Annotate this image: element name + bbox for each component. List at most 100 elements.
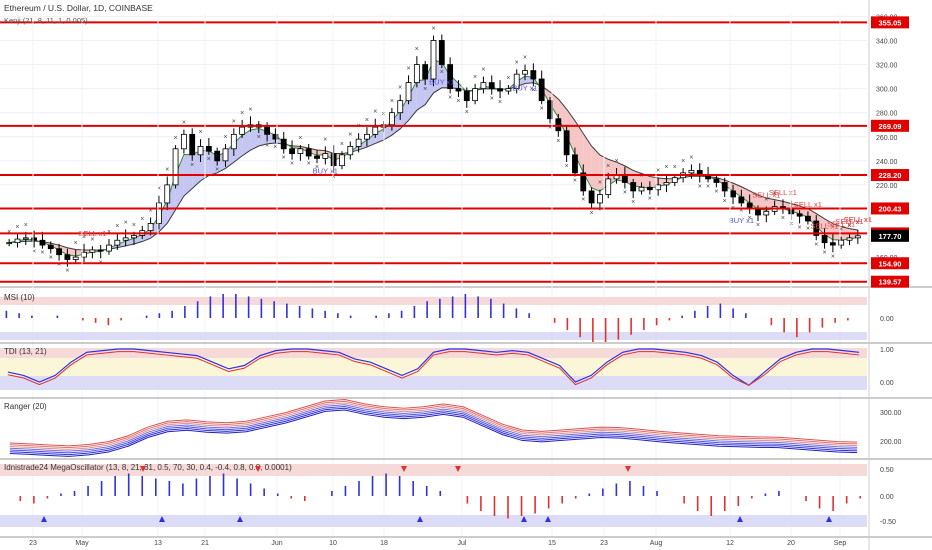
candle-body bbox=[364, 133, 370, 140]
signal-marker: × bbox=[423, 86, 427, 93]
y-tick-label: 280.00 bbox=[876, 111, 898, 118]
candle-body bbox=[497, 88, 503, 92]
signal-marker: × bbox=[273, 144, 277, 151]
tdi-signal-line bbox=[7, 351, 860, 386]
signal-marker: × bbox=[648, 196, 652, 203]
signal-marker: × bbox=[556, 138, 560, 145]
signal-marker: × bbox=[565, 163, 569, 170]
signal-marker: × bbox=[606, 163, 610, 170]
cloud-segment bbox=[824, 218, 833, 240]
candle-body bbox=[463, 90, 470, 102]
candle-body bbox=[688, 170, 695, 174]
candle-body bbox=[447, 64, 454, 90]
candle-body bbox=[663, 182, 670, 186]
indicator-band bbox=[0, 297, 867, 305]
cloud-segment bbox=[816, 213, 825, 235]
signal-marker: × bbox=[615, 158, 619, 165]
trough-marker bbox=[545, 516, 551, 522]
cloud-segment bbox=[167, 174, 176, 224]
candle-body bbox=[214, 150, 221, 162]
x-tick-label: 23 bbox=[600, 540, 608, 547]
trough-marker bbox=[417, 516, 423, 522]
candle-body bbox=[372, 126, 379, 135]
level-badge bbox=[871, 257, 909, 270]
indicator-title: Ranger (20) bbox=[4, 402, 47, 411]
signal-marker: × bbox=[65, 268, 69, 275]
y-tick-label: 220.00 bbox=[876, 183, 898, 190]
candle-body bbox=[671, 177, 678, 183]
cloud-segment bbox=[391, 110, 401, 136]
indicator-title: TDI (13, 21) bbox=[4, 347, 47, 356]
signal-marker: × bbox=[756, 222, 760, 229]
candle-body bbox=[222, 148, 229, 162]
candle-body bbox=[122, 237, 129, 241]
signal-marker: × bbox=[806, 226, 810, 233]
trough-marker bbox=[41, 516, 47, 522]
candle-body bbox=[72, 256, 79, 260]
x-tick-label: 23 bbox=[29, 540, 37, 547]
x-tick-label: May bbox=[75, 540, 89, 547]
trough-marker bbox=[237, 516, 243, 522]
candle-body bbox=[14, 238, 21, 244]
level-label: 200.43 bbox=[879, 204, 902, 213]
signal-marker: × bbox=[124, 219, 128, 226]
signal-marker: × bbox=[814, 241, 818, 248]
x-tick-label: 15 bbox=[548, 540, 556, 547]
candle-body bbox=[438, 40, 445, 65]
signal-marker: × bbox=[431, 26, 435, 33]
candle-body bbox=[330, 153, 337, 167]
signal-marker: × bbox=[839, 227, 843, 234]
signal-marker: × bbox=[631, 199, 635, 206]
y-tick-label: 0.00 bbox=[880, 316, 894, 323]
candle-body bbox=[289, 148, 295, 155]
signal-marker: × bbox=[415, 46, 419, 53]
candle-body bbox=[763, 210, 770, 216]
signal-marker: × bbox=[798, 224, 802, 231]
signal-marker: × bbox=[82, 234, 86, 241]
signal-marker: × bbox=[365, 117, 369, 124]
candle-body bbox=[6, 242, 13, 245]
candle-body bbox=[430, 40, 437, 80]
y-tick-label: -0.50 bbox=[880, 519, 896, 526]
signal-marker: × bbox=[57, 262, 61, 269]
candle-body bbox=[646, 186, 653, 191]
candle-body bbox=[630, 182, 637, 192]
signal-marker: × bbox=[656, 168, 660, 175]
signal-marker: × bbox=[149, 207, 153, 214]
ranger-band-line bbox=[9, 402, 858, 450]
candle-body bbox=[755, 208, 761, 216]
signal-marker: × bbox=[831, 253, 835, 260]
trade-signal-sell: SELL x1 bbox=[794, 200, 822, 209]
candle-body bbox=[555, 118, 562, 132]
peak-marker bbox=[625, 466, 631, 472]
cloud-segment bbox=[175, 154, 184, 210]
signal-marker: × bbox=[689, 154, 693, 161]
y-tick-label: 340.00 bbox=[876, 38, 898, 45]
signal-marker: × bbox=[598, 180, 602, 187]
x-tick-label: Jul bbox=[458, 540, 467, 547]
candle-body bbox=[721, 182, 728, 192]
x-tick-label: 10 bbox=[329, 540, 337, 547]
signal-marker: × bbox=[739, 208, 743, 215]
y-tick-label: 200.00 bbox=[880, 439, 902, 446]
y-tick-label: 300.00 bbox=[880, 410, 902, 417]
level-badge bbox=[871, 119, 909, 132]
signal-marker: × bbox=[198, 129, 202, 136]
signal-marker: × bbox=[590, 210, 594, 217]
trade-signal-sell: SELL x1 bbox=[78, 229, 106, 238]
ranger-band-line bbox=[9, 409, 858, 457]
candle-body bbox=[114, 239, 121, 246]
candle-body bbox=[355, 138, 362, 147]
candle-body bbox=[39, 239, 46, 246]
candle-body bbox=[538, 78, 545, 102]
candle-body bbox=[56, 248, 62, 256]
candle-body bbox=[347, 145, 354, 156]
trade-signal-sell: SELL x1 bbox=[811, 222, 839, 231]
chart-title: Ethereum / U.S. Dollar, 1D, COINBASE bbox=[4, 3, 153, 13]
current-price-label: 177.70 bbox=[879, 232, 902, 241]
trade-signal-buy: BUY x1 bbox=[512, 84, 537, 93]
candle-body bbox=[530, 70, 537, 80]
signal-marker: × bbox=[406, 65, 410, 72]
